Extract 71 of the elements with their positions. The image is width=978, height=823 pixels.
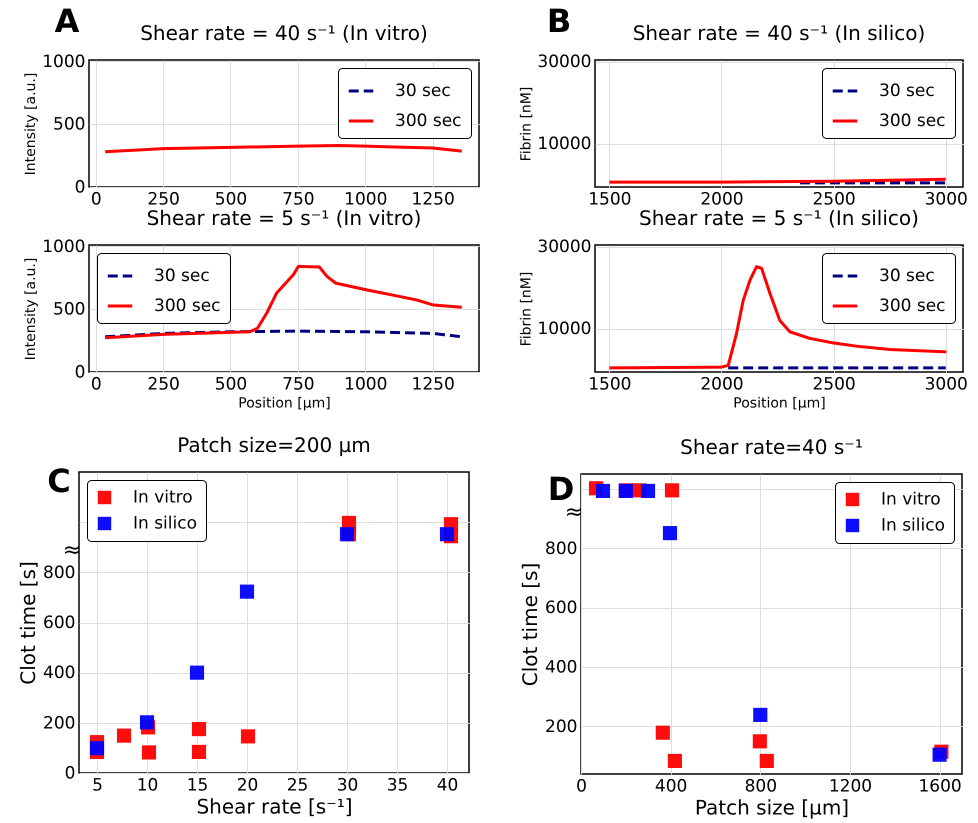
- y-tick-label: 200: [545, 716, 578, 737]
- x-tick-label: 15: [186, 776, 208, 796]
- x-tick-label: 25: [286, 776, 308, 796]
- x-tick-label: 1500: [588, 374, 632, 394]
- chart-title: Shear rate = 40 s⁻¹ (In vitro): [140, 21, 428, 45]
- chart-title: Patch size=200 µm: [177, 433, 371, 457]
- chart-title: Shear rate=40 s⁻¹: [680, 435, 863, 459]
- text: B: [546, 2, 572, 40]
- x-tick-label: 20: [236, 776, 258, 796]
- y-tick-label: 400: [545, 658, 578, 678]
- legend-label: In vitro: [881, 490, 941, 510]
- y-tick-label: 600: [43, 613, 76, 633]
- x-tick-label: 35: [386, 776, 408, 796]
- legend-label: 30 sec: [154, 266, 210, 286]
- x-tick-label: 3000: [924, 374, 968, 394]
- x-tick-label: 800: [744, 776, 778, 796]
- y-axis-title: Intensity [a.u.]: [23, 258, 40, 360]
- y-axis-title: Clot time [s]: [518, 562, 542, 686]
- x-tick-label: 1250: [412, 374, 455, 394]
- y-tick-label: 400: [43, 663, 76, 684]
- x-tick-label: 1200: [828, 776, 872, 796]
- x-tick-label: 1000: [344, 374, 388, 394]
- y-tick-label: 600: [545, 598, 578, 618]
- x-tick-label: 750: [282, 374, 315, 394]
- legend-label: 300 sec: [154, 296, 221, 316]
- legend-label: In vitro: [133, 488, 193, 508]
- x-tick-label: 1600: [918, 776, 962, 796]
- y-tick-label: 1000: [42, 236, 86, 257]
- y-axis-title: Intensity [a.u.]: [23, 72, 40, 176]
- legend-label: 300 sec: [879, 296, 946, 316]
- y-tick-label: 500: [53, 114, 86, 135]
- x-tick-label: 5: [92, 776, 103, 796]
- y-axis-title: Fibrin [nM]: [518, 272, 534, 346]
- chart-title: Shear rate = 40 s⁻¹ (In silico): [632, 21, 926, 45]
- y-tick-label: 1000: [42, 52, 86, 72]
- legend-label: 30 sec: [395, 81, 451, 101]
- x-tick-label: 250: [147, 374, 180, 394]
- y-tick-label: 30000: [537, 52, 592, 72]
- legend-label: 30 sec: [879, 81, 935, 101]
- y-axis-title: Fibrin [nM]: [518, 86, 534, 162]
- x-axis-title: Position [µm]: [238, 396, 331, 412]
- legend-label: 300 sec: [879, 111, 946, 131]
- x-axis-title: Position [µm]: [733, 396, 826, 412]
- x-axis-title: Shear rate [s⁻¹]: [196, 794, 353, 818]
- legend-label: 300 sec: [395, 111, 462, 131]
- y-tick-label: 200: [43, 713, 76, 734]
- legend-label: In silico: [133, 514, 197, 534]
- x-tick-label: 2500: [812, 374, 856, 394]
- text: C: [47, 462, 71, 500]
- annotation: ≈: [62, 538, 82, 563]
- y-tick-label: 500: [53, 300, 86, 320]
- x-tick-label: 1500: [588, 190, 632, 210]
- y-tick-label: 10000: [537, 319, 592, 340]
- y-tick-label: 30000: [537, 237, 592, 258]
- x-tick-label: 3000: [924, 190, 968, 210]
- x-tick-label: 30: [336, 776, 358, 796]
- y-tick-label: 800: [545, 538, 578, 559]
- x-axis-title: Patch size [µm]: [694, 796, 850, 820]
- x-tick-label: 0: [90, 374, 102, 394]
- x-tick-label: 2000: [700, 374, 744, 394]
- x-tick-label: 40: [436, 776, 458, 796]
- legend-label: 30 sec: [879, 266, 935, 286]
- y-tick-label: 800: [43, 562, 76, 583]
- x-tick-label: 10: [136, 776, 158, 796]
- x-tick-label: 500: [214, 374, 248, 394]
- legend-label: In silico: [881, 516, 945, 536]
- x-tick-label: 400: [654, 776, 688, 796]
- y-axis-title: Clot time [s]: [16, 561, 40, 685]
- x-tick-label: 0: [90, 190, 102, 210]
- text: A: [54, 2, 80, 40]
- y-tick-label: 10000: [537, 134, 592, 154]
